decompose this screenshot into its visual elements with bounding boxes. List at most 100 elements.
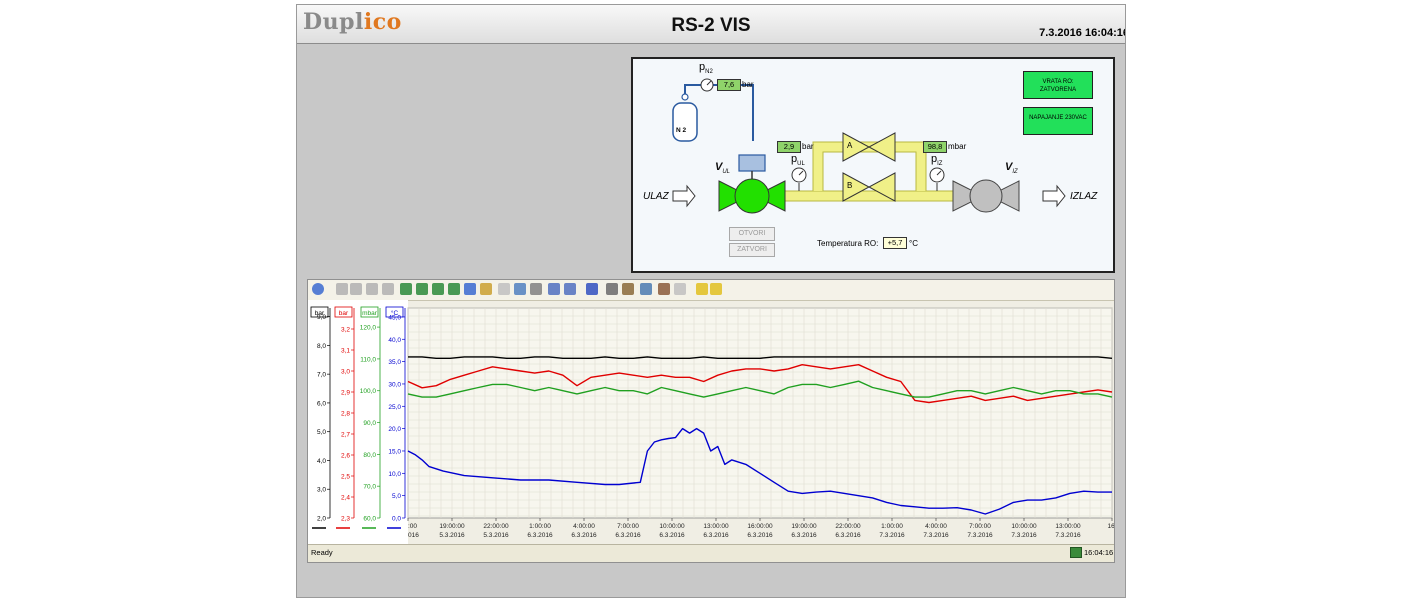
x-tick-date: 6.3.2016 [703, 532, 729, 539]
axis-tick-label: 10,0 [388, 471, 401, 478]
axis-unit-box [360, 306, 379, 318]
n2-label: N 2 [676, 127, 687, 134]
axis-tick-label: 7,0 [317, 372, 326, 379]
trend-toolbar [308, 280, 1114, 301]
x-tick-label: 7:00:00 [617, 523, 639, 530]
axis-tick-label: 20,0 [388, 426, 401, 433]
axis-tick-label: 100,0 [360, 388, 377, 395]
copy-icon[interactable] [622, 283, 634, 295]
duplico-logo: Duplico [303, 9, 402, 35]
x-tick-date: 5.3.2016 [439, 532, 465, 539]
pul-value: 2,9 [777, 141, 801, 153]
bookmark-icon[interactable] [710, 283, 722, 295]
series-line-0 [408, 356, 1113, 359]
timespan2-icon[interactable] [564, 283, 576, 295]
series-line-2 [407, 380, 1113, 398]
open-button[interactable]: OTVORI [729, 227, 775, 241]
axis-tick-label: 40,0 [388, 337, 401, 344]
next-icon[interactable] [366, 283, 378, 295]
pause-icon[interactable] [586, 283, 598, 295]
x-tick-label: 13:00:00 [703, 523, 729, 530]
x-tick-label: 4:00:00 [925, 523, 947, 530]
help-icon[interactable] [312, 283, 324, 295]
axis-tick-label: 2,4 [341, 495, 350, 502]
export-icon[interactable] [658, 283, 670, 295]
axis-unit-box [385, 306, 404, 318]
temperature-unit: °C [909, 239, 918, 248]
series-line-3 [407, 427, 1112, 515]
piz-label: pIZ [931, 153, 943, 168]
first-icon[interactable] [336, 283, 348, 295]
axis-tick-label: 3,2 [341, 327, 350, 334]
axis-tick-label: 80,0 [363, 452, 376, 459]
grid-icon[interactable] [498, 283, 510, 295]
axis-tick-label: 5,0 [392, 493, 401, 500]
axis-tick-label: 3,0 [341, 369, 350, 376]
pul-label: pUL [791, 153, 805, 168]
axis-tick-label: 35,0 [388, 359, 401, 366]
viz-label: VIZ [1005, 161, 1018, 176]
last-icon[interactable] [382, 283, 394, 295]
n2-bottle-icon [672, 102, 698, 142]
x-tick-label: 10:00:00 [1011, 523, 1037, 530]
axis-unit-box [334, 306, 353, 318]
prev-icon[interactable] [350, 283, 362, 295]
cursor-icon[interactable] [480, 283, 492, 295]
axis-tick-label: 2,0 [317, 516, 326, 523]
page-title: RS-2 VIS [671, 15, 751, 36]
schematic-drawing [672, 78, 1066, 214]
axis-unit-label: bar [339, 310, 349, 317]
axis-tick-label: 15,0 [388, 448, 401, 455]
pn2-unit: bar [742, 80, 754, 89]
series-line-1 [407, 364, 1113, 404]
door-status-indicator: VRATA RO: ZATVORENA [1023, 71, 1093, 99]
x-tick-label: 10:00:00 [659, 523, 685, 530]
axis-unit-box [310, 306, 329, 318]
temperature-value: +5,7 [883, 237, 907, 249]
axis-tick-label: 70,0 [363, 484, 376, 491]
zoom-reset-icon[interactable] [448, 283, 460, 295]
temperature-label: Temperatura RO: [817, 239, 879, 248]
process-schematic: pN2 7,6 bar N 2 VUL 2,9 bar pUL A B 98,8… [631, 57, 1115, 273]
axis-tick-label: 0,0 [392, 516, 401, 523]
disabled-icon[interactable] [674, 283, 686, 295]
x-tick-label: 16: [1107, 523, 1114, 530]
axis-tick-label: 2,3 [341, 516, 350, 523]
axis-tick-label: 5,0 [317, 429, 326, 436]
timespan-icon[interactable] [548, 283, 560, 295]
print-icon[interactable] [606, 283, 618, 295]
valve-a-icon [842, 132, 896, 162]
x-tick-label: 22:00:00 [483, 523, 509, 530]
pan-icon[interactable] [464, 283, 476, 295]
x-tick-date: 6.3.2016 [659, 532, 685, 539]
vul-valve-icon [734, 178, 770, 214]
axis-unit-label: bar [315, 310, 325, 317]
pn2-label: pN2 [699, 61, 713, 76]
alarm-icon[interactable] [696, 283, 708, 295]
axis-tick-label: 6,0 [317, 400, 326, 407]
status-time-text: 16:04:16 [1084, 548, 1114, 557]
x-tick-label: 1:00:00 [881, 523, 903, 530]
clock-icon[interactable] [530, 283, 542, 295]
app-window: Duplico RS-2 VIS 7.3.2016 16:04:16 [296, 4, 1126, 598]
zoom-in-icon[interactable] [400, 283, 412, 295]
piz-unit: mbar [948, 142, 967, 151]
list-icon[interactable] [514, 283, 526, 295]
pul-unit: bar [802, 142, 814, 151]
valve-b-label: B [847, 181, 853, 190]
zoom-in-x-icon[interactable] [416, 283, 428, 295]
piz-value: 98,8 [923, 141, 947, 153]
close-button[interactable]: ZATVORI [729, 243, 775, 257]
axis-tick-label: 25,0 [388, 404, 401, 411]
izlaz-label: IZLAZ [1070, 191, 1098, 202]
x-tick-label: 7:00:00 [969, 523, 991, 530]
config-icon[interactable] [640, 283, 652, 295]
axis-tick-label: 45,0 [388, 314, 401, 321]
axis-tick-label: 2,6 [341, 453, 350, 460]
axis-tick-label: 2,9 [341, 390, 350, 397]
zoom-out-icon[interactable] [432, 283, 444, 295]
axis-tick-label: 2,7 [341, 432, 350, 439]
outlet-arrow-icon [1042, 184, 1066, 208]
x-tick-date: 6.3.2016 [527, 532, 553, 539]
status-ready-text: Ready [311, 548, 333, 557]
